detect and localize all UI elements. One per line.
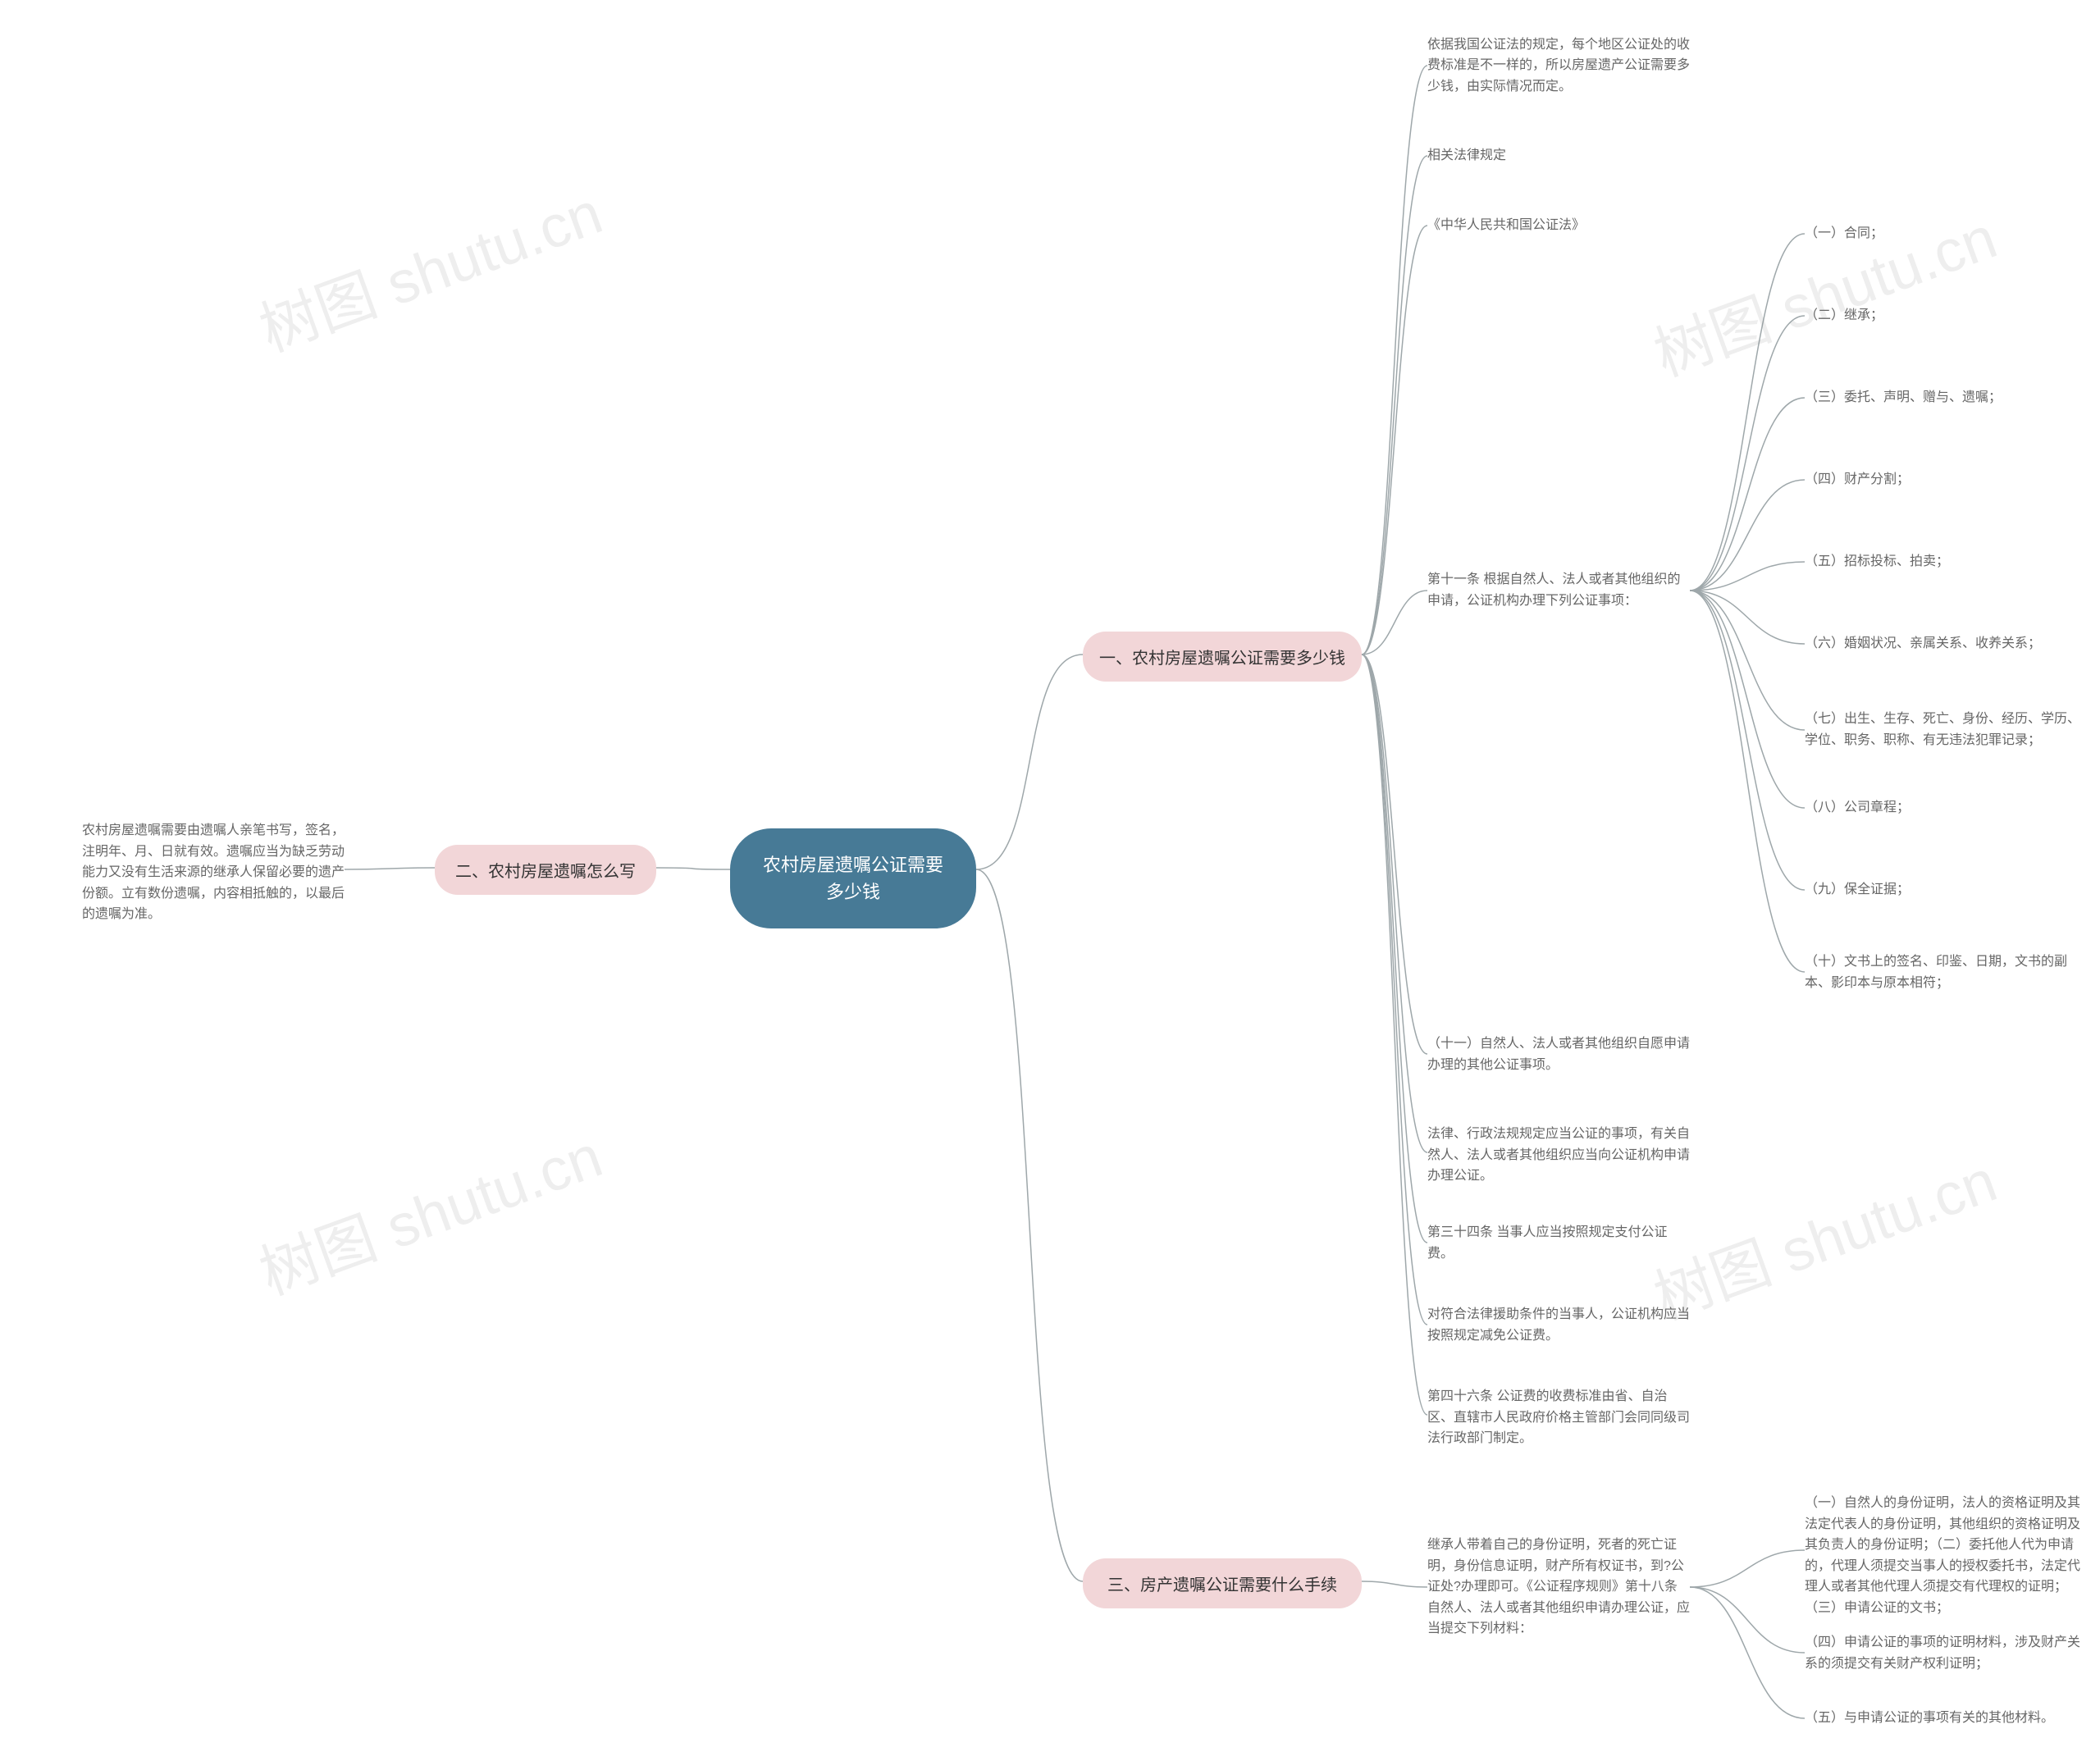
- leaf-b3-0: 继承人带着自己的身份证明，死者的死亡证明，身份信息证明，财产所有权证书，到?公证…: [1427, 1534, 1690, 1640]
- leaf-b1-3-9: （十）文书上的签名、印鉴、日期，文书的副本、影印本与原本相符；: [1805, 951, 2084, 993]
- branch-b1: 一、农村房屋遗嘱公证需要多少钱: [1083, 632, 1362, 682]
- leaf-b1-0: 依据我国公证法的规定，每个地区公证处的收费标准是不一样的，所以房屋遗产公证需要多…: [1427, 33, 1690, 98]
- branch-b2: 二、农村房屋遗嘱怎么写: [435, 845, 656, 895]
- leaf-b1-3-7: （八）公司章程；: [1805, 796, 2067, 820]
- leaf-b1-5: 法律、行政法规规定应当公证的事项，有关自然人、法人或者其他组织应当向公证机构申请…: [1427, 1124, 1690, 1187]
- leaf-b1-3-3: （四）财产分割；: [1805, 468, 2067, 492]
- leaf-b3-0-2: （五）与申请公证的事项有关的其他材料。: [1805, 1706, 2084, 1731]
- leaf-b1-1: 相关法律规定: [1427, 144, 1690, 168]
- leaf-b1-3-5: （六）婚姻状况、亲属关系、收养关系；: [1805, 632, 2067, 656]
- leaf-b1-6: 第三十四条 当事人应当按照规定支付公证费。: [1427, 1222, 1690, 1264]
- leaf-b1-3-4: （五）招标投标、拍卖；: [1805, 550, 2067, 574]
- leaf-b3-0-0: （一）自然人的身份证明，法人的资格证明及其法定代表人的身份证明，其他组织的资格证…: [1805, 1493, 2084, 1619]
- leaf-b1-3-6: （七）出生、生存、死亡、身份、经历、学历、学位、职务、职称、有无违法犯罪记录；: [1805, 705, 2084, 755]
- leaf-b1-4: （十一）自然人、法人或者其他组织自愿申请办理的其他公证事项。: [1427, 1033, 1690, 1075]
- watermark-1: 树图 shutu.cn: [1641, 189, 2006, 393]
- leaf-b2-0: 农村房屋遗嘱需要由遗嘱人亲笔书写，签名，注明年、月、日就有效。遗嘱应当为缺乏劳动…: [82, 820, 345, 925]
- leaf-b1-3-2: （三）委托、声明、赠与、遗嘱；: [1805, 385, 2067, 410]
- leaf-b1-3-1: （二）继承；: [1805, 303, 2067, 328]
- leaf-b1-8: 第四十六条 公证费的收费标准由省、自治区、直辖市人民政府价格主管部门会同同级司法…: [1427, 1386, 1690, 1449]
- watermark-3: 树图 shutu.cn: [1641, 1133, 2006, 1336]
- leaf-b1-2: 《中华人民共和国公证法》: [1427, 213, 1690, 238]
- branch-b3: 三、房产遗嘱公证需要什么手续: [1083, 1558, 1362, 1608]
- leaf-b3-0-1: （四）申请公证的事项的证明材料，涉及财产关系的须提交有关财产权利证明；: [1805, 1632, 2084, 1674]
- leaf-b1-3-8: （九）保全证据；: [1805, 878, 2067, 902]
- root-node: 农村房屋遗嘱公证需要多少钱: [730, 828, 976, 928]
- watermark-2: 树图 shutu.cn: [246, 1108, 612, 1311]
- leaf-b1-7: 对符合法律援助条件的当事人，公证机构应当按照规定减免公证费。: [1427, 1304, 1690, 1346]
- leaf-b1-3: 第十一条 根据自然人、法人或者其他组织的申请，公证机构办理下列公证事项：: [1427, 566, 1690, 615]
- watermark-0: 树图 shutu.cn: [246, 165, 612, 368]
- leaf-b1-3-0: （一）合同；: [1805, 221, 2067, 246]
